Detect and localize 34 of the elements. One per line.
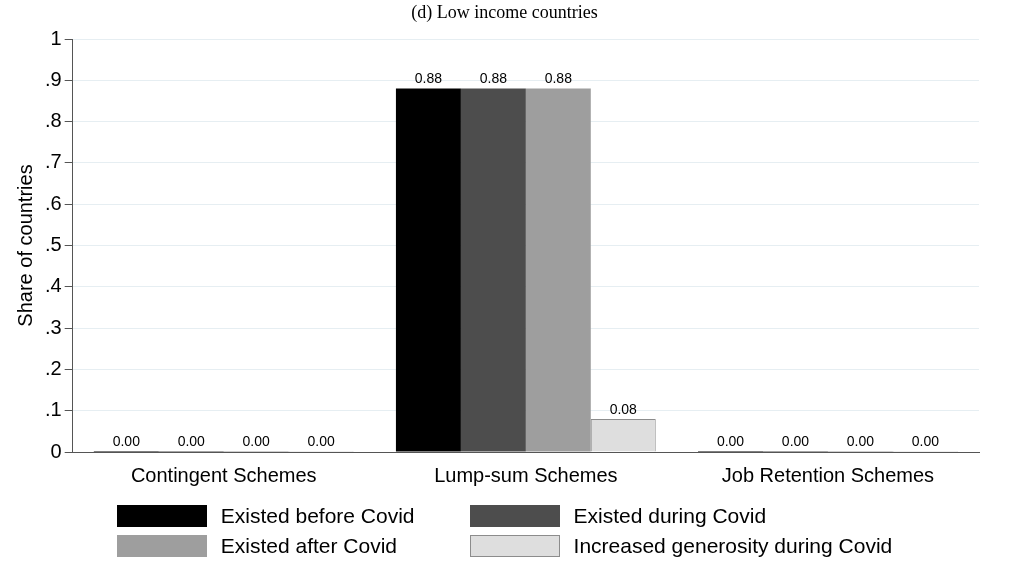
legend-label: Existed during Covid [573, 504, 767, 528]
y-tick-label: 0 [50, 439, 62, 462]
data-label: 0.00 [846, 432, 875, 449]
y-tick-label: 1 [50, 26, 62, 49]
y-tick-label: .8 [44, 109, 62, 132]
y-tick-label: .5 [44, 233, 62, 256]
data-label: 0.88 [414, 70, 443, 87]
y-axis-title: Share of countries [13, 164, 36, 327]
data-label: 0.00 [307, 432, 335, 449]
bar [525, 88, 591, 452]
data-label: 0.00 [716, 432, 745, 449]
y-tick-label: .9 [44, 67, 62, 90]
data-label: 0.08 [609, 400, 638, 417]
x-tick-label: Lump-sum Schemes [434, 463, 618, 486]
legend-label: Existed after Covid [220, 534, 398, 558]
bar [395, 88, 461, 452]
data-label: 0.00 [242, 432, 271, 449]
data-label: 0.88 [479, 70, 508, 87]
x-tick-label: Contingent Schemes [130, 463, 317, 486]
data-label: 0.88 [544, 70, 573, 87]
x-tick-label: Job Retention Schemes [721, 463, 935, 486]
y-tick-label: .1 [44, 398, 62, 421]
legend-label: Increased generosity during Covid [573, 534, 893, 558]
legend-label: Existed before Covid [220, 504, 415, 528]
y-tick-label: .6 [44, 191, 62, 214]
data-label: 0.00 [112, 432, 141, 449]
data-label: 0.00 [781, 432, 810, 449]
y-tick-label: .2 [44, 356, 62, 379]
chart-title: (d) Low income countries [410, 1, 599, 24]
y-tick-label: .7 [44, 150, 62, 173]
y-tick-label: .3 [44, 315, 62, 338]
y-tick-label: .4 [44, 274, 62, 297]
data-label: 0.00 [177, 432, 206, 449]
data-label: 0.00 [911, 432, 940, 449]
